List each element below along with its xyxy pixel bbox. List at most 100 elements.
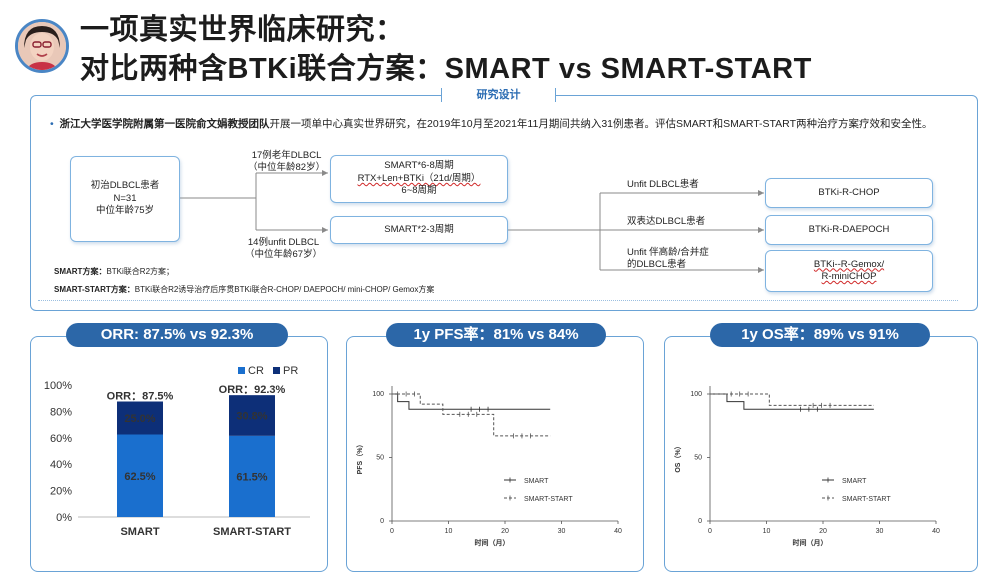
regimen-gemox-line1: BTKi--R-Gemox/: [813, 258, 885, 270]
pfs-y-tick-label: 0: [380, 518, 384, 525]
lower-group-count: 14例unfit DLBCL: [247, 237, 320, 248]
upper-group-count: 17例老年DLBCL: [251, 150, 322, 161]
orr-bar-cr: [117, 434, 163, 517]
branch-condition-3-line1: Unfit 伴高龄/合并症: [627, 247, 709, 258]
smart-box-line1: SMART*6-8周期: [384, 160, 454, 172]
pfs-y-axis-label: PFS（%）: [356, 441, 364, 475]
study-intro: • 浙江大学医学院附属第一医院俞文娟教授团队开展一项单中心真实世界研究，在201…: [50, 116, 970, 133]
orr-y-tick-label: 0%: [56, 512, 72, 524]
os-x-tick-label: 10: [763, 528, 771, 535]
note-smart-start-text: BTKi联合R2诱导治疗后序贯BTKi联合R-CHOP/ DAEPOCH/ mi…: [134, 285, 435, 294]
smart-regimen-box: SMART*6-8周期 RTX+Len+BTKi（21d/周期） 6~8周期: [330, 155, 508, 203]
orr-bar-label-pr: 25.0%: [124, 413, 155, 425]
pfs-km-chart: 0 10 20 30 40 0 50 100 PFS（%） 时间（月） SMART SMART-STA…: [356, 386, 622, 547]
orr-bar-cr: [229, 435, 275, 517]
smart-start-induction-box: SMART*2-3周期: [330, 216, 508, 244]
pfs-legend-label: SMART-START: [524, 496, 573, 503]
regimen-box-daepoch: BTKi-R-DAEPOCH: [765, 215, 933, 245]
os-km-chart: 0 10 20 30 40 0 50 100 OS（%） 时间（月） SMART SMART-STAR…: [674, 386, 940, 547]
pfs-x-tick-label: 0: [390, 528, 394, 535]
os-legend-label: SMART: [842, 478, 867, 485]
regimen-rchop-text: BTKi-R-CHOP: [818, 186, 880, 198]
os-pill: 1y OS率：89% vs 91%: [710, 323, 930, 347]
note-smart-text: BTKi联合R2方案；: [106, 267, 175, 276]
orr-bar-label-cr: 62.5%: [124, 471, 155, 483]
design-flow-connectors: [180, 170, 764, 273]
pfs-curve-smart-start: [392, 393, 551, 437]
orr-legend-swatch-pr: [273, 367, 280, 374]
orr-panel: [30, 336, 328, 572]
pfs-panel: [346, 336, 644, 572]
os-x-tick-label: 20: [819, 528, 827, 535]
intro-text: 开展一项单中心真实世界研究，在2019年10月至2021年11月期间共纳入31例…: [269, 118, 933, 130]
patients-line2: N=31: [113, 192, 137, 204]
note-smart-start-label: SMART-START方案：: [54, 285, 135, 294]
smart-box-line3: 6~8周期: [401, 185, 437, 197]
orr-total-label: ORR：87.5%: [107, 391, 174, 403]
branch-condition-2: 双表达DLBCL患者: [627, 216, 706, 227]
smart-start-box-text: SMART*2-3周期: [384, 223, 454, 235]
pfs-y-tick-label: 100: [372, 391, 384, 398]
page-title-line1: 一项真实世界临床研究：: [80, 14, 405, 46]
upper-group-age: （中位年龄82岁）: [248, 162, 326, 173]
os-curve-smart-start: [710, 393, 874, 406]
orr-bar-pr: [229, 395, 275, 436]
pfs-x-axis-label: 时间（月）: [475, 538, 510, 547]
os-y-tick-label: 0: [698, 518, 702, 525]
orr-y-tick-label: 100%: [44, 380, 72, 392]
smart-box-line2: RTX+Len+BTKi（21d/周期）: [357, 172, 481, 184]
os-x-tick-label: 0: [708, 528, 712, 535]
branch-condition-1: Unfit DLBCL患者: [627, 179, 699, 190]
orr-y-tick-label: 80%: [50, 406, 72, 418]
patients-line1: 初治DLBCL患者: [90, 180, 160, 192]
pfs-x-tick-label: 10: [445, 528, 453, 535]
orr-category-label: SMART: [120, 526, 159, 538]
orr-bar-label-pr: 30.8%: [236, 410, 267, 422]
os-x-tick-label: 40: [932, 528, 940, 535]
upper-group-label: 17例老年DLBCL （中位年龄82岁）: [248, 150, 325, 174]
os-x-axis-label: 时间（月）: [793, 538, 828, 547]
lower-group-age: （中位年龄67岁）: [245, 249, 323, 260]
patients-box: 初治DLBCL患者 N=31 中位年龄75岁: [70, 156, 180, 242]
pfs-x-tick-label: 30: [558, 528, 566, 535]
note-smart-start: SMART-START方案：BTKi联合R2诱导治疗后序贯BTKi联合R-CHO…: [54, 284, 434, 295]
patients-line3: 中位年龄75岁: [95, 205, 155, 217]
regimen-box-rchop: BTKi-R-CHOP: [765, 178, 933, 208]
orr-stacked-bar-chart: 0% 20% 40% 60% 80% 100% CR PR 62.5% 25.0% ORR：87.5…: [44, 365, 310, 538]
os-legend-label: SMART-START: [842, 496, 891, 503]
orr-legend-label-cr: CR: [248, 365, 264, 377]
os-curve-smart: [710, 393, 874, 410]
branch-condition-3-line2: 的DLBCL患者: [627, 259, 687, 270]
orr-bar-label-cr: 61.5%: [236, 471, 267, 483]
orr-legend-label-pr: PR: [283, 365, 298, 377]
pfs-y-tick-label: 50: [376, 455, 384, 462]
regimen-gemox-line2: R-miniCHOP: [821, 271, 877, 282]
orr-pill: ORR: 87.5% vs 92.3%: [66, 323, 288, 347]
orr-y-tick-label: 40%: [50, 459, 72, 471]
orr-bar-pr: [117, 401, 163, 435]
intro-team: 浙江大学医学院附属第一医院俞文娟教授团队: [59, 118, 270, 130]
pfs-x-tick-label: 20: [501, 528, 509, 535]
orr-y-tick-label: 60%: [50, 433, 72, 445]
page-title-line2: 对比两种含BTKi联合方案：SMART vs SMART-START: [80, 53, 812, 85]
note-smart: SMART方案：BTKi联合R2方案；: [54, 266, 174, 277]
branch-condition-3: Unfit 伴高龄/合并症 的DLBCL患者: [627, 247, 709, 271]
regimen-box-gemox: BTKi--R-Gemox/ R-miniCHOP: [765, 250, 933, 292]
os-y-tick-label: 100: [690, 391, 702, 398]
pfs-x-tick-label: 40: [614, 528, 622, 535]
regimen-daepoch-text: BTKi-R-DAEPOCH: [808, 223, 890, 235]
os-y-tick-label: 50: [694, 455, 702, 462]
study-design-tag: 研究设计: [441, 88, 556, 102]
presenter-avatar: [15, 19, 69, 73]
pfs-legend-label: SMART: [524, 478, 549, 485]
orr-total-label: ORR：92.3%: [219, 384, 286, 396]
intro-bullet: •: [50, 118, 54, 130]
pfs-pill: 1y PFS率：81% vs 84%: [386, 323, 606, 347]
os-y-axis-label: OS（%）: [674, 442, 682, 472]
lower-group-label: 14例unfit DLBCL （中位年龄67岁）: [245, 237, 322, 261]
presenter-portrait-icon: [18, 22, 66, 70]
note-smart-label: SMART方案：: [54, 267, 107, 276]
orr-legend-swatch-cr: [238, 367, 245, 374]
orr-category-label: SMART-START: [213, 526, 291, 538]
design-bottom-divider: [38, 300, 958, 301]
